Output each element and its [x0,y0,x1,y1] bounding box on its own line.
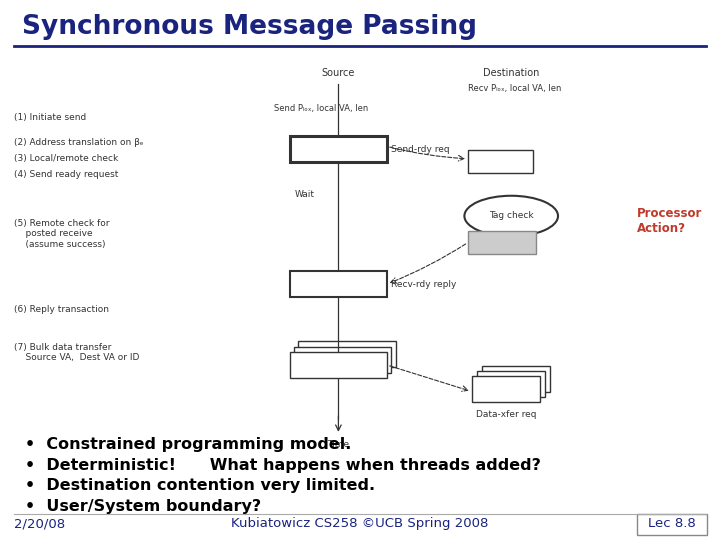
Text: (7) Bulk data transfer
    Source VA,  Dest VA or ID: (7) Bulk data transfer Source VA, Dest V… [14,343,140,362]
Text: Tag check: Tag check [489,212,534,220]
Text: (3) Local/remote check: (3) Local/remote check [14,154,119,163]
Text: Send-rdy req: Send-rdy req [390,145,449,153]
Text: •  User/System boundary?: • User/System boundary? [25,499,261,514]
FancyBboxPatch shape [294,347,392,373]
FancyBboxPatch shape [468,150,533,173]
Text: Destination: Destination [483,68,539,78]
Text: Recv Pₗₒₓ, local VA, len: Recv Pₗₒₓ, local VA, len [468,84,562,93]
Text: (6) Reply transaction: (6) Reply transaction [14,305,109,314]
FancyBboxPatch shape [289,271,387,297]
Text: (4) Send ready request: (4) Send ready request [14,170,119,179]
FancyBboxPatch shape [289,352,387,378]
Text: Data-xfer req: Data-xfer req [476,410,536,420]
Text: Processor
Action?: Processor Action? [637,207,703,235]
Text: Wait: Wait [295,190,315,199]
Text: (2) Address translation on βₑ: (2) Address translation on βₑ [14,138,144,147]
Text: •  Destination contention very limited.: • Destination contention very limited. [25,478,375,494]
Text: Send Pₗₒₓ, local VA, len: Send Pₗₒₓ, local VA, len [274,104,368,113]
Text: (1) Initiate send: (1) Initiate send [14,113,86,123]
Text: Synchronous Message Passing: Synchronous Message Passing [22,14,477,39]
FancyBboxPatch shape [482,366,550,392]
Text: •  Deterministic!      What happens when threads added?: • Deterministic! What happens when threa… [25,458,541,473]
Text: •  Constrained programming model.: • Constrained programming model. [25,437,351,453]
FancyBboxPatch shape [289,136,387,162]
Text: 2/20/08: 2/20/08 [14,517,66,530]
FancyBboxPatch shape [299,341,396,367]
FancyBboxPatch shape [477,371,545,397]
FancyBboxPatch shape [637,514,707,535]
Text: Recv-rdy reply: Recv-rdy reply [390,280,456,288]
Ellipse shape [464,195,558,237]
Text: (5) Remote check for
    posted receive
    (assume success): (5) Remote check for posted receive (ass… [14,219,110,248]
Text: Time: Time [328,440,349,449]
Text: Lec 8.8: Lec 8.8 [648,517,696,530]
FancyBboxPatch shape [472,376,540,402]
Text: Source: Source [322,68,355,78]
Text: Kubiatowicz CS258 ©UCB Spring 2008: Kubiatowicz CS258 ©UCB Spring 2008 [231,517,489,530]
FancyBboxPatch shape [468,231,536,254]
